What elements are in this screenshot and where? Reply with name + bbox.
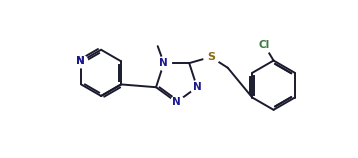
Text: S: S [207, 52, 215, 62]
Text: N: N [76, 56, 85, 66]
Text: N: N [172, 97, 181, 107]
Text: Cl: Cl [259, 40, 270, 50]
Text: N: N [193, 82, 202, 92]
Text: N: N [160, 58, 168, 68]
Text: N: N [76, 56, 85, 66]
